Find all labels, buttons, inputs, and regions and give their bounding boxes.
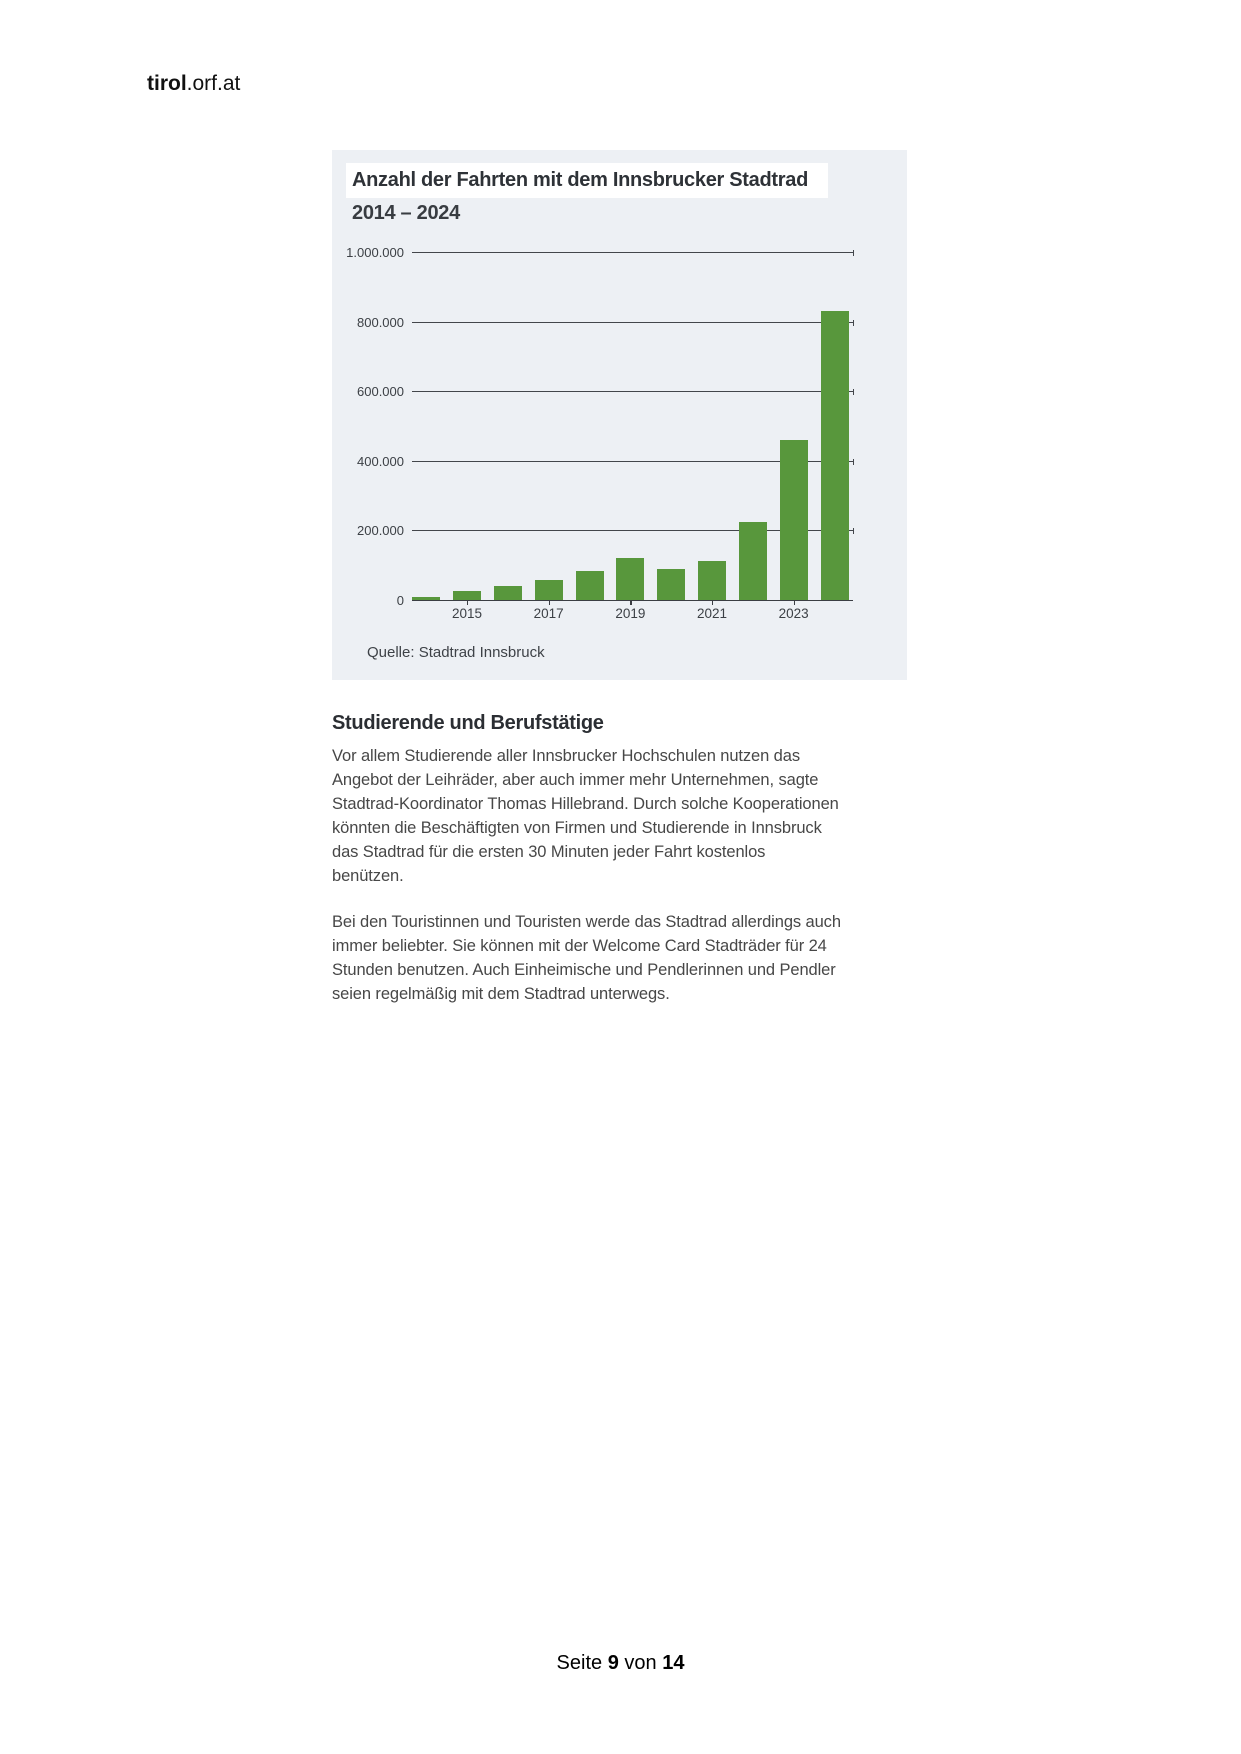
footer-page-number: 9 xyxy=(607,1652,619,1674)
footer-total-pages: 14 xyxy=(662,1652,685,1674)
article-paragraph-1: Vor allem Studierende aller Innsbrucker … xyxy=(332,747,839,885)
x-axis-tick-2021 xyxy=(712,600,714,605)
chart-title-highlight: Anzahl der Fahrten mit dem Innsbrucker S… xyxy=(346,163,828,198)
x-axis-baseline xyxy=(412,600,853,601)
y-axis-label-400.000: 400.000 xyxy=(357,453,404,469)
x-axis-tick-2019 xyxy=(630,600,632,605)
chart-source: Quelle: Stadtrad Innsbruck xyxy=(367,644,545,661)
grid-line-1.000.000 xyxy=(412,250,854,256)
bar-2015 xyxy=(453,591,482,600)
grid-line-800.000 xyxy=(412,319,854,326)
y-axis-label-600.000: 600.000 xyxy=(357,384,404,400)
page-footer: Seite 9 von 14 xyxy=(0,1652,1241,1675)
x-axis-label-2023: 2023 xyxy=(778,606,809,621)
grid-line-end-tick xyxy=(852,528,854,535)
chart-subtitle: 2014 – 2024 xyxy=(352,202,460,224)
chart-plot-area xyxy=(412,250,854,601)
x-axis-tick-2015 xyxy=(467,600,469,605)
footer-label-page: Seite xyxy=(556,1652,603,1674)
bar-2014 xyxy=(412,596,441,600)
site-logo-bold: tirol xyxy=(147,72,187,95)
grid-line-end-tick xyxy=(852,250,854,256)
chart-panel: Anzahl der Fahrten mit dem Innsbrucker S… xyxy=(332,150,907,680)
site-logo: tirol.orf.at xyxy=(147,72,240,96)
x-axis-tick-2023 xyxy=(793,600,796,605)
grid-line-200.000 xyxy=(412,528,854,535)
bar-2022 xyxy=(738,521,767,600)
grid-line-400.000 xyxy=(412,458,854,465)
grid-line-end-tick xyxy=(852,458,854,465)
site-logo-rest: .orf.at xyxy=(186,72,241,95)
x-axis-label-2019: 2019 xyxy=(615,606,646,621)
bar-2021 xyxy=(698,560,726,600)
article-heading: Studierende und Berufstätige xyxy=(332,712,604,734)
article: Studierende und Berufstätige Vor allem S… xyxy=(332,712,910,1028)
x-axis-label-2017: 2017 xyxy=(533,606,564,621)
x-axis-tick-2017 xyxy=(548,600,551,605)
bar-2019 xyxy=(616,558,645,600)
footer-label-of: von xyxy=(624,1652,657,1674)
y-axis-label-800.000: 800.000 xyxy=(357,314,404,330)
x-axis-label-2021: 2021 xyxy=(696,606,728,621)
article-paragraph-2: Bei den Touristinnen und Touristen werde… xyxy=(332,913,841,1003)
grid-line-end-tick xyxy=(852,319,854,326)
y-axis-label-200.000: 200.000 xyxy=(357,523,404,539)
bar-2024 xyxy=(820,311,849,600)
y-axis-label-1.000.000: 1.000.000 xyxy=(346,245,404,260)
bar-2017 xyxy=(534,579,563,600)
grid-line-end-tick xyxy=(852,389,854,396)
y-axis-label-0: 0 xyxy=(396,593,404,608)
bar-2020 xyxy=(657,568,686,600)
bar-2023 xyxy=(779,439,808,600)
chart-title: Anzahl der Fahrten mit dem Innsbrucker S… xyxy=(352,169,808,191)
bar-2018 xyxy=(575,570,604,600)
x-axis-label-2015: 2015 xyxy=(451,606,483,621)
bar-2016 xyxy=(493,586,522,600)
grid-line-600.000 xyxy=(412,389,854,396)
